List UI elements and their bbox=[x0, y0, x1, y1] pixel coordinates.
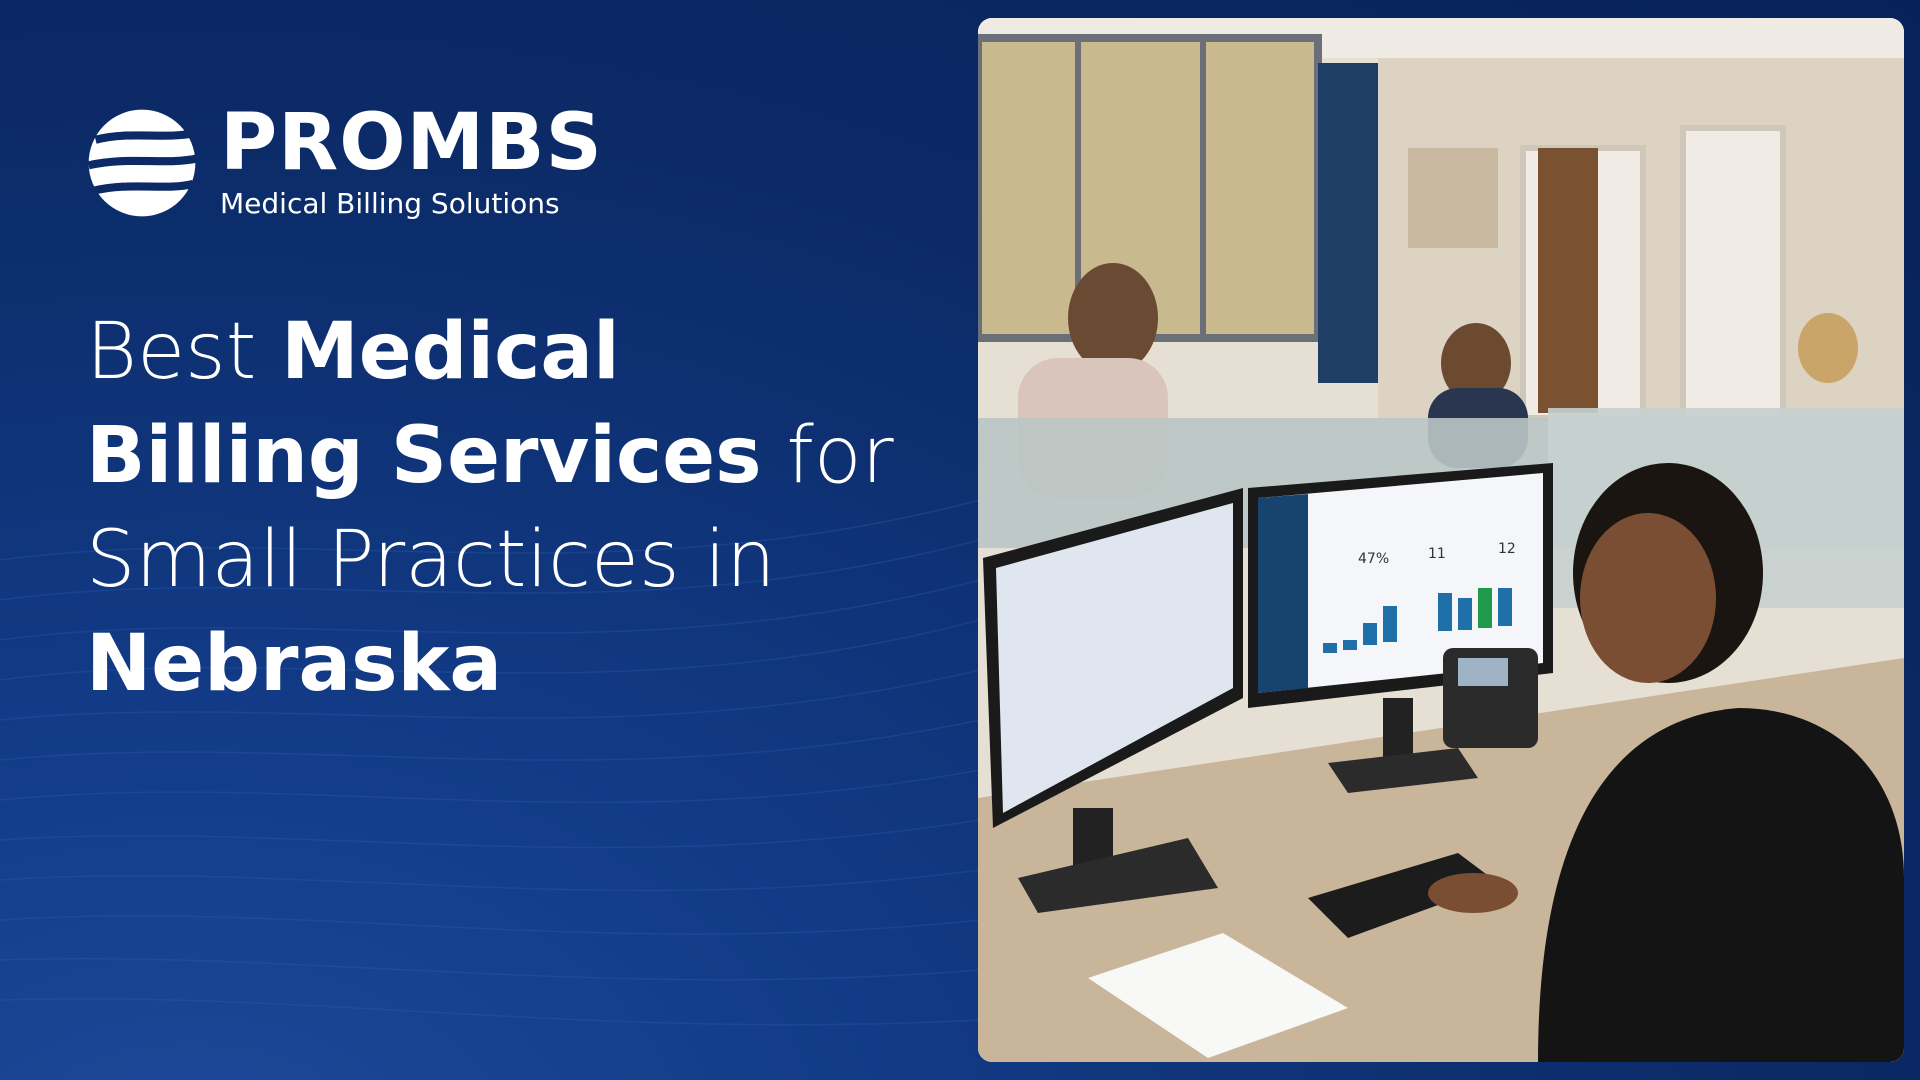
headline-part-4: Nebraska bbox=[86, 619, 503, 709]
logo: PROMBS Medical Billing Solutions bbox=[84, 104, 603, 222]
dashboard-bars bbox=[1323, 588, 1512, 653]
headline-part-1: Best bbox=[86, 307, 282, 397]
dashboard-stat-3: 12 bbox=[1498, 541, 1516, 557]
dashboard-stat-2: 11 bbox=[1428, 546, 1446, 562]
page-headline: Best Medical Billing Services for Small … bbox=[86, 300, 906, 716]
dashboard-stat-1: 47% bbox=[1358, 551, 1389, 567]
office-photo: 47% 11 12 bbox=[978, 18, 1904, 1062]
brand-name: PROMBS bbox=[220, 98, 603, 188]
globe-logo-icon bbox=[87, 109, 199, 217]
headline-part-2: Medical Billing Services bbox=[86, 307, 762, 501]
headline-part-3: for Small Practices in bbox=[86, 411, 894, 605]
brand-tagline: Medical Billing Solutions bbox=[220, 187, 560, 220]
background-wave-pattern bbox=[0, 499, 980, 1026]
